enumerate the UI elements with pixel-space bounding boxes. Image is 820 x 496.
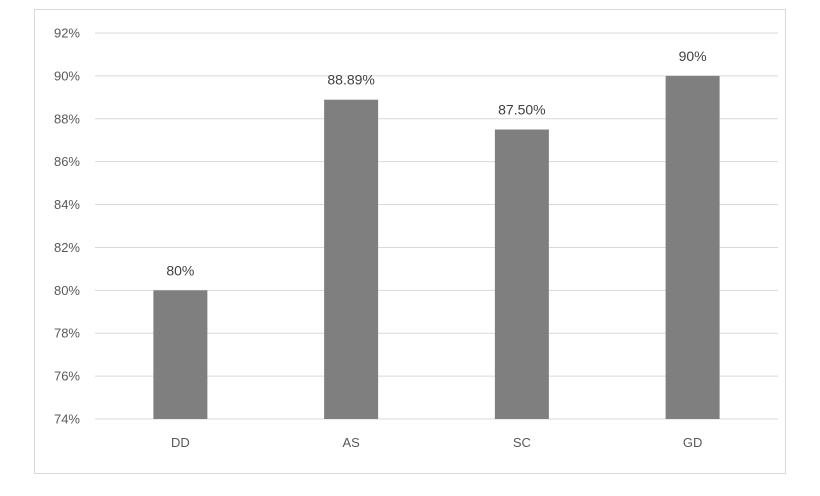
data-label: 88.89% [327, 72, 374, 88]
bar [494, 129, 549, 419]
y-tick-label: 82% [54, 240, 80, 255]
bar [324, 99, 379, 419]
x-tick-label: GD [683, 435, 703, 450]
y-tick-label: 84% [54, 197, 80, 212]
y-tick-label: 74% [54, 412, 80, 427]
x-tick-label: AS [342, 435, 360, 450]
bar [153, 290, 208, 419]
x-tick-label: DD [171, 435, 190, 450]
y-tick-label: 76% [54, 369, 80, 384]
x-tick-label: SC [513, 435, 531, 450]
data-label: 87.50% [498, 102, 545, 118]
data-label: 90% [679, 48, 707, 64]
y-tick-label: 88% [54, 111, 80, 126]
y-tick-label: 90% [54, 68, 80, 83]
y-tick-label: 86% [54, 154, 80, 169]
data-label: 80% [166, 262, 194, 278]
bar [665, 75, 720, 419]
y-tick-label: 78% [54, 326, 80, 341]
y-tick-label: 80% [54, 283, 80, 298]
y-tick-label: 92% [54, 26, 80, 41]
